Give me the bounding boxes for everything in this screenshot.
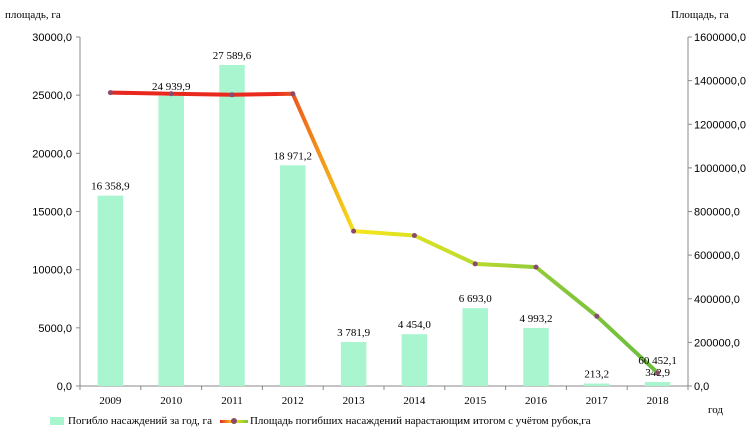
y-left-tick-label: 5000,0 [38, 323, 72, 335]
bar [340, 342, 367, 386]
bar [523, 327, 549, 386]
y-left-tick-label: 0,0 [57, 381, 72, 393]
line-point [168, 91, 174, 97]
line-point [411, 232, 417, 238]
bar [280, 165, 306, 386]
legend: Погибло насаждений за год, га Площадь по… [50, 415, 599, 427]
y-right-tick-label: 400000,0 [694, 294, 740, 306]
y-right-tick-label: 1400000,0 [694, 76, 746, 88]
x-axis-label: год [708, 404, 723, 416]
bar-data-label: 27 589,6 [213, 50, 252, 62]
y-right-tick-label: 1600000,0 [694, 32, 746, 44]
x-ticks: 2009 2010 2011 2012 2013 2014 2015 2016 2017 2018 [79, 386, 689, 407]
y-left-axis-label: площадь, га [5, 9, 61, 21]
legend-item-line: Площадь погибших насаждений нарастающим … [219, 415, 591, 427]
bar [584, 383, 610, 386]
line-point [351, 228, 357, 234]
bar [219, 65, 245, 386]
y-left-tick-label: 20000,0 [32, 148, 72, 160]
line-series: 60 452,1 [107, 90, 677, 376]
bar [401, 334, 428, 386]
legend-bar-label: Погибло насаждений за год, га [68, 415, 212, 427]
y-left-tick-label: 25000,0 [32, 90, 72, 102]
bar-data-label: 213,2 [584, 369, 609, 381]
x-tick-label: 2018 [647, 395, 670, 407]
x-tick-label: 2017 [586, 395, 609, 407]
legend-line-swatch [219, 415, 248, 427]
bar [644, 382, 671, 386]
line-point [655, 370, 661, 376]
bar [462, 308, 488, 386]
y-right-tick-label: 600000,0 [694, 250, 740, 262]
bar-data-label: 16 358,9 [91, 181, 130, 193]
x-tick-label: 2015 [464, 395, 487, 407]
bar-data-label: 4 454,0 [398, 319, 432, 331]
x-tick-label: 2013 [343, 395, 366, 407]
y-right-tick-label: 200000,0 [694, 337, 740, 349]
y-right-tick-label: 0,0 [694, 381, 709, 393]
bar-data-label: 4 993,2 [520, 313, 553, 325]
line-point [472, 261, 478, 267]
line-point [533, 264, 539, 270]
y-right-tick-label: 1000000,0 [694, 163, 746, 175]
line-point [107, 90, 113, 96]
bar [97, 195, 124, 386]
y-left-tick-label: 30000,0 [32, 32, 72, 44]
bar-data-label: 3 781,9 [337, 327, 371, 339]
y-right-ticks: 0,0 200000,0 400000,0 600000,0 800000,0 10000… [688, 32, 746, 393]
x-tick-label: 2014 [403, 395, 426, 407]
line-point [229, 92, 235, 98]
bar-data-labels: 16 358,9 24 939,9 27 589,6 18 971,2 3 781,9 4… [91, 50, 670, 380]
legend-item-bars: Погибло насаждений за год, га [50, 415, 212, 427]
legend-line-label: Площадь погибших насаждений нарастающим … [249, 415, 591, 427]
line-point [594, 313, 600, 319]
bar-series [97, 65, 671, 386]
bar-data-label: 24 939,9 [152, 81, 191, 93]
y-right-tick-label: 1200000,0 [694, 119, 746, 131]
y-left-tick-label: 10000,0 [32, 265, 72, 277]
y-right-tick-label: 800000,0 [694, 207, 740, 219]
x-tick-label: 2010 [160, 395, 183, 407]
line-path [108, 90, 660, 375]
y-left-ticks: 0,0 5000,0 10000,0 15000,0 20000,0 25000,0 300… [32, 32, 80, 393]
line-end-label: 60 452,1 [638, 355, 677, 367]
x-tick-label: 2012 [282, 395, 304, 407]
legend-bar-swatch [50, 417, 64, 425]
bar-data-label: 18 971,2 [274, 150, 313, 162]
x-tick-label: 2016 [525, 395, 548, 407]
y-left-tick-label: 15000,0 [32, 207, 72, 219]
bar-data-label: 6 693,0 [459, 293, 493, 305]
line-point [290, 91, 296, 97]
x-tick-label: 2011 [221, 395, 243, 407]
bar [158, 95, 184, 386]
x-tick-label: 2009 [99, 395, 122, 407]
y-right-axis-label: Площадь, га [671, 9, 729, 21]
